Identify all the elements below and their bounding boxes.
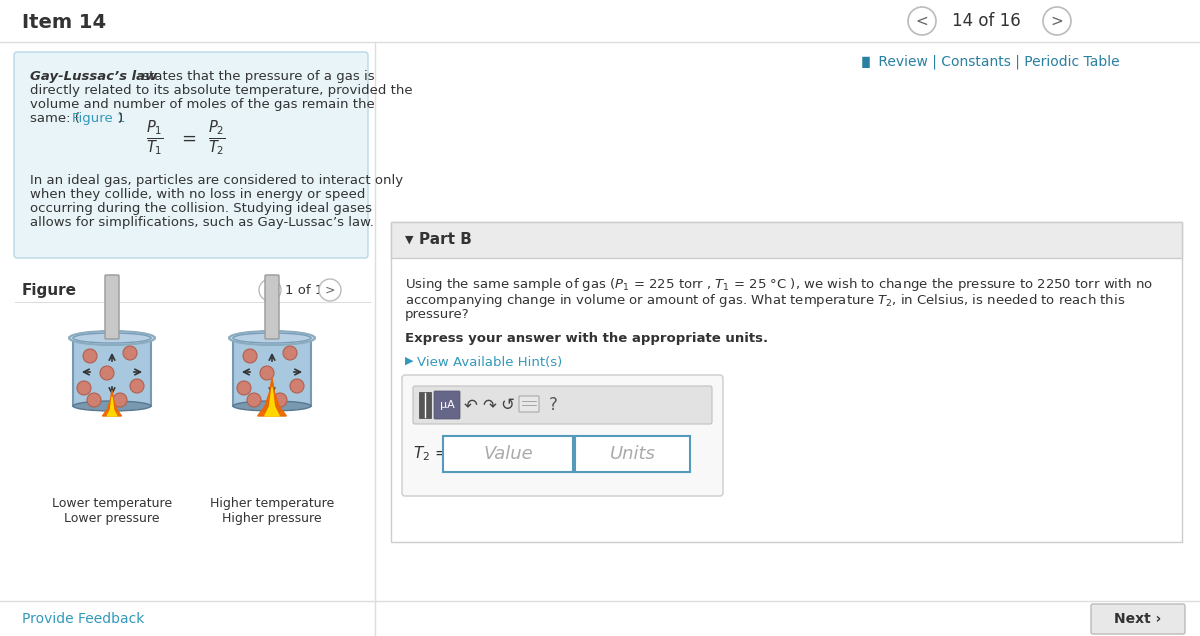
Text: $=$: $=$ [178, 129, 197, 147]
FancyBboxPatch shape [391, 222, 1182, 258]
Ellipse shape [233, 333, 311, 343]
Text: $\frac{P_2}{T_2}$: $\frac{P_2}{T_2}$ [208, 118, 226, 158]
Text: ▼: ▼ [406, 235, 414, 245]
Circle shape [130, 379, 144, 393]
Text: Using the same sample of gas ($P_1$ = 225 torr , $T_1$ = 25 $°$C ), we wish to c: Using the same sample of gas ($P_1$ = 22… [406, 276, 1153, 293]
FancyBboxPatch shape [434, 391, 460, 419]
Text: Next ›: Next › [1115, 612, 1162, 626]
FancyBboxPatch shape [520, 396, 539, 412]
Text: <: < [916, 13, 929, 29]
FancyBboxPatch shape [391, 222, 1182, 542]
Text: ?: ? [548, 396, 558, 414]
Text: >: > [1051, 13, 1063, 29]
Circle shape [238, 381, 251, 395]
Text: states that the pressure of a gas is: states that the pressure of a gas is [138, 70, 374, 83]
Text: In an ideal gas, particles are considered to interact only: In an ideal gas, particles are considere… [30, 174, 403, 187]
Text: ▐▌: ▐▌ [858, 57, 875, 67]
Text: $T_2$ =: $T_2$ = [413, 445, 448, 464]
Text: pressure?: pressure? [406, 308, 469, 321]
FancyBboxPatch shape [413, 386, 712, 424]
Text: directly related to its absolute temperature, provided the: directly related to its absolute tempera… [30, 84, 413, 97]
Text: accompanying change in volume or amount of gas. What temperature $T_2$, in Celsi: accompanying change in volume or amount … [406, 292, 1126, 309]
Text: ↷: ↷ [482, 396, 496, 414]
Text: allows for simplifications, such as Gay-Lussac’s law.: allows for simplifications, such as Gay-… [30, 216, 374, 229]
Ellipse shape [233, 401, 311, 411]
Text: Value: Value [484, 445, 533, 463]
Ellipse shape [70, 331, 155, 345]
Text: $\frac{P_1}{T_1}$: $\frac{P_1}{T_1}$ [146, 118, 164, 158]
FancyBboxPatch shape [265, 275, 278, 339]
Polygon shape [258, 378, 287, 416]
Text: when they collide, with no loss in energy or speed: when they collide, with no loss in energ… [30, 188, 365, 201]
Circle shape [77, 381, 91, 395]
Circle shape [124, 346, 137, 360]
FancyBboxPatch shape [106, 275, 119, 339]
Text: Item 14: Item 14 [22, 13, 106, 32]
Text: View Available Hint(s): View Available Hint(s) [418, 356, 563, 369]
Polygon shape [73, 338, 151, 406]
Text: 1 of 1: 1 of 1 [286, 284, 323, 296]
Text: Lower temperature
Lower pressure: Lower temperature Lower pressure [52, 497, 172, 525]
Text: Express your answer with the appropriate units.: Express your answer with the appropriate… [406, 332, 768, 345]
Text: Higher temperature
Higher pressure: Higher temperature Higher pressure [210, 497, 334, 525]
Circle shape [260, 366, 274, 380]
Circle shape [88, 393, 101, 407]
Text: Review | Constants | Periodic Table: Review | Constants | Periodic Table [874, 55, 1120, 69]
Ellipse shape [73, 401, 151, 411]
Text: <: < [265, 284, 275, 296]
FancyBboxPatch shape [14, 52, 368, 258]
Text: occurring during the collision. Studying ideal gases: occurring during the collision. Studying… [30, 202, 372, 215]
Circle shape [259, 279, 281, 301]
Text: same: (: same: ( [30, 112, 80, 125]
FancyBboxPatch shape [1091, 604, 1186, 634]
Circle shape [1043, 7, 1072, 35]
FancyBboxPatch shape [419, 392, 431, 418]
Text: Provide Feedback: Provide Feedback [22, 612, 144, 626]
FancyBboxPatch shape [575, 436, 690, 472]
Text: μA: μA [439, 400, 455, 410]
FancyBboxPatch shape [402, 375, 722, 496]
Polygon shape [107, 397, 116, 416]
Text: Figure: Figure [22, 283, 77, 298]
Text: ↶: ↶ [464, 396, 478, 414]
Text: Figure 1: Figure 1 [72, 112, 126, 125]
Text: Units: Units [610, 445, 655, 463]
Text: Part B: Part B [419, 233, 472, 247]
Circle shape [319, 279, 341, 301]
Circle shape [100, 366, 114, 380]
Text: ): ) [118, 112, 124, 125]
Circle shape [113, 393, 127, 407]
Circle shape [274, 393, 287, 407]
Polygon shape [102, 391, 121, 416]
Circle shape [242, 349, 257, 363]
Text: >: > [325, 284, 335, 296]
Text: ▶: ▶ [406, 356, 418, 366]
Text: ↺: ↺ [500, 396, 514, 414]
Polygon shape [265, 387, 280, 416]
Circle shape [908, 7, 936, 35]
Circle shape [83, 349, 97, 363]
Ellipse shape [229, 331, 314, 345]
Circle shape [290, 379, 304, 393]
Polygon shape [233, 338, 311, 406]
Text: volume and number of moles of the gas remain the: volume and number of moles of the gas re… [30, 98, 374, 111]
Circle shape [247, 393, 262, 407]
Ellipse shape [73, 333, 151, 343]
Text: 14 of 16: 14 of 16 [952, 12, 1021, 30]
FancyBboxPatch shape [443, 436, 574, 472]
Text: Gay-Lussac’s law: Gay-Lussac’s law [30, 70, 157, 83]
Circle shape [283, 346, 298, 360]
